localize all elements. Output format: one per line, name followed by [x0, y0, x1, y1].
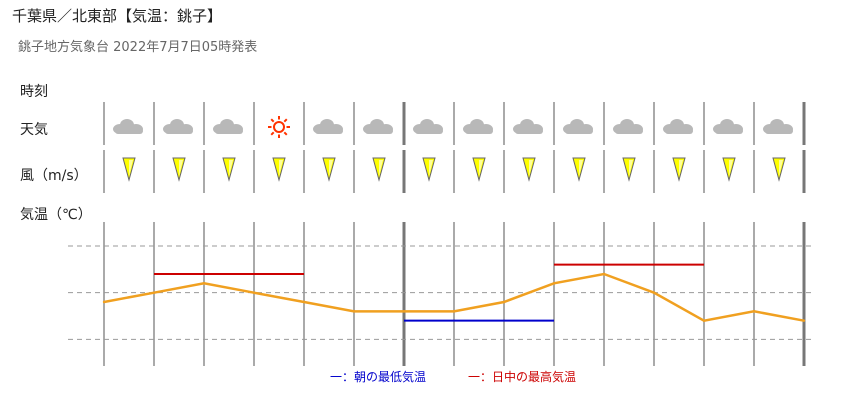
temperature-point: [503, 301, 505, 303]
sun-icon: [268, 116, 290, 138]
sun-ray: [284, 119, 286, 121]
cloud-base: [565, 128, 593, 134]
cloud-base: [615, 128, 643, 134]
sun-ray: [284, 132, 286, 134]
cloud-icon: [413, 119, 443, 134]
cloud-icon: [663, 119, 693, 134]
cloud-base: [665, 128, 693, 134]
temperature-point: [353, 310, 355, 312]
temp-row-label: 気温（℃）: [20, 207, 92, 223]
temperature-point: [803, 319, 805, 321]
cloud-base: [465, 128, 493, 134]
temperature-point: [403, 310, 405, 312]
legend-max-temp: 一：日中の最高気温: [468, 369, 576, 384]
sun-ray: [271, 132, 273, 134]
temperature-point: [453, 310, 455, 312]
cloud-base: [315, 128, 343, 134]
cloud-icon: [463, 119, 493, 134]
temperature-point: [603, 273, 605, 275]
temperature-point: [553, 282, 555, 284]
sun-disc: [274, 122, 284, 132]
cloud-base: [115, 128, 143, 134]
weather-row-label: 天気: [20, 122, 48, 138]
cloud-icon: [613, 119, 643, 134]
cloud-base: [765, 128, 793, 134]
cloud-base: [365, 128, 393, 134]
cloud-base: [515, 128, 543, 134]
cloud-icon: [163, 119, 193, 134]
cloud-icon: [313, 119, 343, 134]
time-row-label: 時刻: [20, 84, 48, 100]
temperature-point: [653, 291, 655, 293]
sun-ray: [271, 119, 273, 121]
temperature-point: [303, 301, 305, 303]
cloud-icon: [763, 119, 793, 134]
cloud-icon: [363, 119, 393, 134]
cloud-base: [165, 128, 193, 134]
cloud-icon: [113, 119, 143, 134]
cloud-base: [215, 128, 243, 134]
legend-min-temp: 一：朝の最低気温: [330, 369, 426, 384]
cloud-icon: [563, 119, 593, 134]
temperature-point: [753, 310, 755, 312]
cloud-base: [415, 128, 443, 134]
temperature-point: [703, 319, 705, 321]
temperature-point: [103, 301, 105, 303]
temperature-point: [153, 291, 155, 293]
temperature-point: [203, 282, 205, 284]
cloud-icon: [713, 119, 743, 134]
cloud-base: [715, 128, 743, 134]
cloud-icon: [213, 119, 243, 134]
temperature-point: [253, 291, 255, 293]
cloud-icon: [513, 119, 543, 134]
wind-row-label: 風（m/s）: [20, 168, 88, 184]
